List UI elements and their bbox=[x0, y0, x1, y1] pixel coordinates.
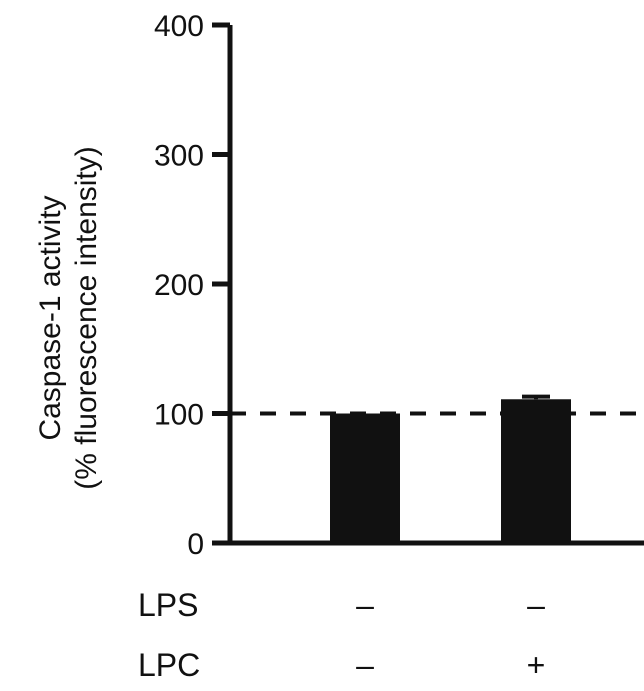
y-tick-label-100: 100 bbox=[154, 399, 204, 432]
condition-mark-lpc-1: – bbox=[356, 647, 374, 683]
condition-labels: LPS – – LPC – + bbox=[138, 587, 545, 683]
condition-mark-lps-2: – bbox=[527, 587, 545, 623]
condition-name-lpc: LPC bbox=[138, 647, 200, 683]
bar-2 bbox=[501, 399, 571, 543]
y-tick-label-200: 200 bbox=[154, 269, 204, 302]
bars bbox=[330, 394, 571, 543]
condition-name-lps: LPS bbox=[138, 587, 198, 623]
y-axis-title-line-2: (% fluorescence intensity) bbox=[70, 146, 103, 489]
condition-mark-lpc-2: + bbox=[527, 647, 546, 683]
y-tick-label-300: 300 bbox=[154, 140, 204, 173]
y-tick-label-0: 0 bbox=[187, 528, 204, 561]
y-axis: 0 100 200 300 400 bbox=[154, 10, 644, 561]
y-tick-label-400: 400 bbox=[154, 10, 204, 43]
y-axis-title-line-1: Caspase-1 activity bbox=[34, 195, 67, 440]
condition-mark-lps-1: – bbox=[356, 587, 374, 623]
bar-1 bbox=[330, 413, 400, 543]
